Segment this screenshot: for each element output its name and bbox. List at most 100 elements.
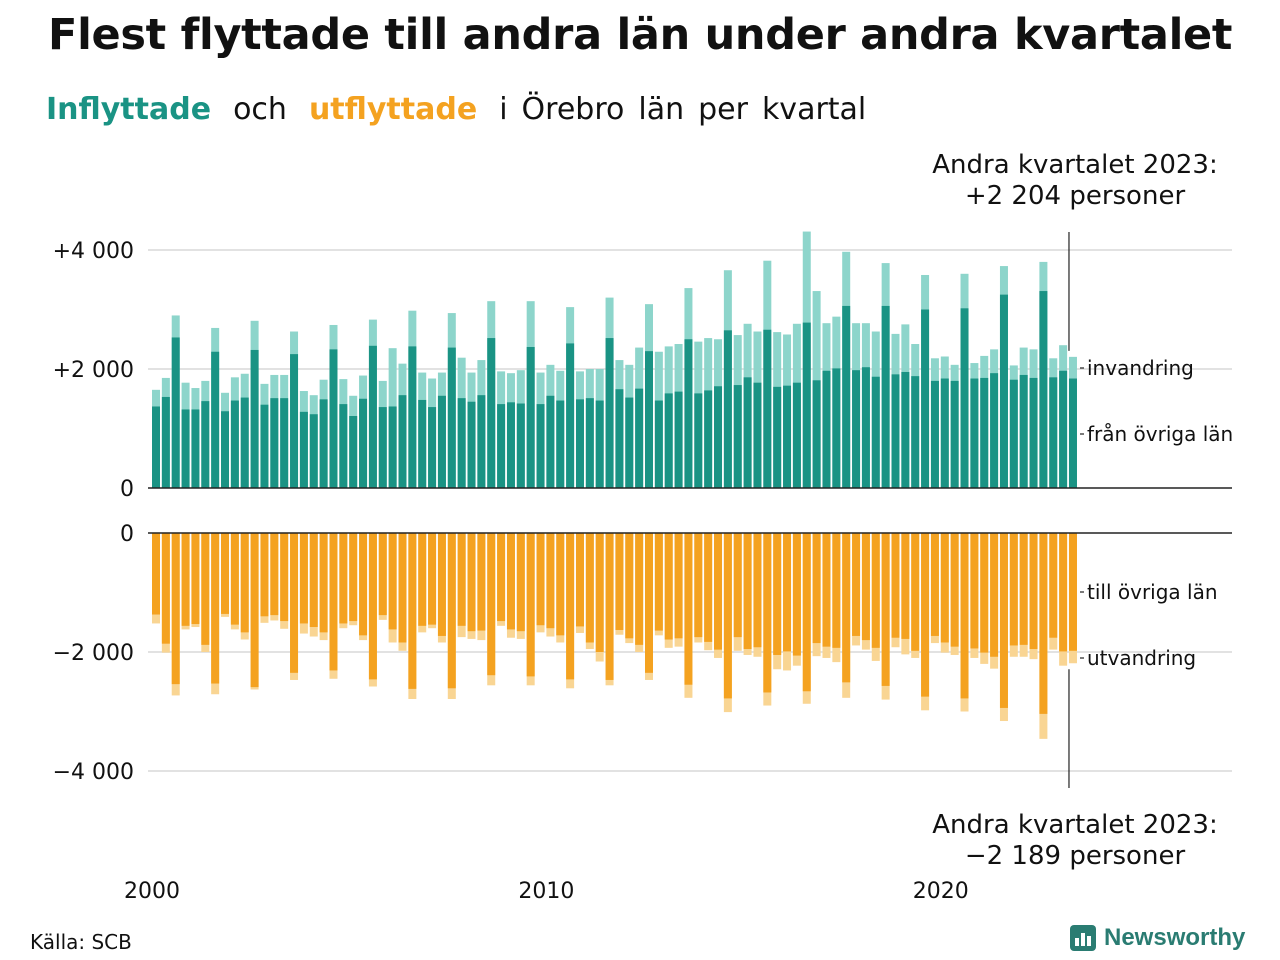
bar-till-ovriga-lan xyxy=(792,533,801,656)
chart-title: Flest flyttade till andra län under andr… xyxy=(48,10,1233,60)
bar-fran-ovriga-lan xyxy=(694,393,703,488)
bar-fran-ovriga-lan xyxy=(368,345,377,488)
chart-subtitle: Inflyttade och utflyttade i Örebro län per kvar… xyxy=(46,92,888,127)
bar-till-ovriga-lan xyxy=(1049,533,1058,638)
bar-till-ovriga-lan xyxy=(280,533,289,622)
bar-till-ovriga-lan xyxy=(368,533,377,680)
bar-fran-ovriga-lan xyxy=(852,370,861,488)
bar-fran-ovriga-lan xyxy=(842,305,851,488)
bar-fran-ovriga-lan xyxy=(546,395,555,488)
bar-till-ovriga-lan xyxy=(674,533,683,639)
bar-till-ovriga-lan xyxy=(447,533,456,689)
bar-fran-ovriga-lan xyxy=(812,380,821,488)
bar-till-ovriga-lan xyxy=(240,533,249,633)
subtitle-word-i: i xyxy=(499,92,508,127)
bar-till-ovriga-lan xyxy=(773,533,782,655)
bar-till-ovriga-lan xyxy=(467,533,476,632)
bar-fran-ovriga-lan xyxy=(970,378,979,488)
newsworthy-logo: Newsworthy xyxy=(1070,924,1245,952)
bar-fran-ovriga-lan xyxy=(556,400,565,488)
bar-till-ovriga-lan xyxy=(911,533,920,651)
bar-till-ovriga-lan xyxy=(398,533,407,643)
y-tick-label: −2 000 xyxy=(53,641,134,666)
bar-till-ovriga-lan xyxy=(1059,533,1068,652)
bar-till-ovriga-lan xyxy=(516,533,525,632)
bar-till-ovriga-lan xyxy=(970,533,979,649)
subtitle-word-lan: län xyxy=(638,92,685,127)
bar-fran-ovriga-lan xyxy=(822,370,831,488)
bar-till-ovriga-lan xyxy=(704,533,713,642)
bar-fran-ovriga-lan xyxy=(999,294,1008,488)
bar-till-ovriga-lan xyxy=(359,533,368,636)
bar-fran-ovriga-lan xyxy=(398,395,407,488)
bar-fran-ovriga-lan xyxy=(635,388,644,488)
bar-till-ovriga-lan xyxy=(950,533,959,647)
bar-till-ovriga-lan xyxy=(497,533,506,622)
bar-fran-ovriga-lan xyxy=(1009,379,1018,488)
bar-till-ovriga-lan xyxy=(783,533,792,652)
bar-fran-ovriga-lan xyxy=(506,402,515,488)
bar-fran-ovriga-lan xyxy=(901,371,910,488)
bar-fran-ovriga-lan xyxy=(881,305,890,488)
bar-fran-ovriga-lan xyxy=(260,404,269,488)
bar-till-ovriga-lan xyxy=(654,533,663,631)
bar-fran-ovriga-lan xyxy=(684,339,693,488)
x-tick-label: 2020 xyxy=(913,879,969,904)
subtitle-word-orebro: Örebro xyxy=(521,92,625,127)
bar-fran-ovriga-lan xyxy=(319,399,328,488)
bar-till-ovriga-lan xyxy=(635,533,644,645)
subtitle-word-kvartal: kvartal xyxy=(761,92,867,127)
bar-till-ovriga-lan xyxy=(763,533,772,693)
bar-till-ovriga-lan xyxy=(309,533,318,628)
bar-fran-ovriga-lan xyxy=(339,404,348,488)
bar-till-ovriga-lan xyxy=(684,533,693,685)
bar-fran-ovriga-lan xyxy=(753,382,762,488)
bar-till-ovriga-lan xyxy=(319,533,328,633)
brand-name: Newsworthy xyxy=(1104,924,1246,951)
bar-till-ovriga-lan xyxy=(842,533,851,683)
bar-fran-ovriga-lan xyxy=(299,411,308,488)
bar-fran-ovriga-lan xyxy=(526,346,535,488)
bar-fran-ovriga-lan xyxy=(595,400,604,488)
bar-chart-icon xyxy=(1070,925,1096,951)
bar-fran-ovriga-lan xyxy=(447,347,456,488)
bar-till-ovriga-lan xyxy=(881,533,890,686)
bar-fran-ovriga-lan xyxy=(654,400,663,488)
bar-fran-ovriga-lan xyxy=(329,349,338,488)
bar-fran-ovriga-lan xyxy=(605,338,614,488)
bar-fran-ovriga-lan xyxy=(783,385,792,488)
bar-till-ovriga-lan xyxy=(733,533,742,638)
bar-fran-ovriga-lan xyxy=(467,401,476,488)
bar-fran-ovriga-lan xyxy=(940,378,949,488)
bar-fran-ovriga-lan xyxy=(733,385,742,488)
subtitle-inflyttade: Inflyttade xyxy=(46,92,212,127)
subtitle-word-per: per xyxy=(698,92,748,127)
bar-till-ovriga-lan xyxy=(999,533,1008,708)
bar-till-ovriga-lan xyxy=(595,533,604,652)
bar-till-ovriga-lan xyxy=(714,533,723,650)
bar-fran-ovriga-lan xyxy=(536,404,545,488)
source-label: Källa: SCB xyxy=(30,930,132,954)
bar-till-ovriga-lan xyxy=(329,533,338,671)
annotation-top: Andra kvartalet 2023: +2 204 personer xyxy=(910,150,1240,212)
bar-fran-ovriga-lan xyxy=(1059,370,1068,488)
annotation-top-line1: Andra kvartalet 2023: xyxy=(932,150,1218,180)
bar-till-ovriga-lan xyxy=(802,533,811,692)
bar-till-ovriga-lan xyxy=(211,533,220,684)
bar-fran-ovriga-lan xyxy=(930,380,939,488)
bar-fran-ovriga-lan xyxy=(674,391,683,488)
bar-till-ovriga-lan xyxy=(230,533,239,625)
bar-fran-ovriga-lan xyxy=(743,377,752,488)
bar-till-ovriga-lan xyxy=(487,533,496,676)
bar-till-ovriga-lan xyxy=(546,533,555,629)
bar-till-ovriga-lan xyxy=(457,533,466,626)
bar-fran-ovriga-lan xyxy=(911,376,920,488)
bar-fran-ovriga-lan xyxy=(1039,291,1048,488)
bar-fran-ovriga-lan xyxy=(250,349,259,488)
x-tick-label: 2000 xyxy=(124,879,180,904)
annotation-bottom-line2: −2 189 personer xyxy=(964,841,1186,871)
bar-fran-ovriga-lan xyxy=(625,397,634,488)
bar-fran-ovriga-lan xyxy=(792,382,801,488)
bar-fran-ovriga-lan xyxy=(280,398,289,488)
bar-till-ovriga-lan xyxy=(1039,533,1048,714)
